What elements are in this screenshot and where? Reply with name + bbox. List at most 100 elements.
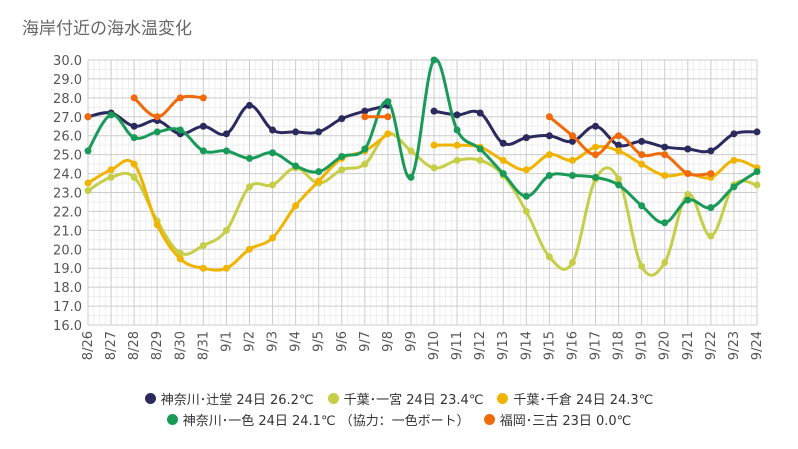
legend-row: 神奈川･一色 24日 24.1℃ （協力：一色ボート） 福岡･三古 23日 0.0… xyxy=(0,409,798,430)
data-point-series-3 xyxy=(292,202,300,210)
legend-item[interactable]: 千葉･一宮 24日 23.4℃ xyxy=(327,389,483,408)
data-point-series-5 xyxy=(684,170,692,178)
y-tick-label: 26.0 xyxy=(53,130,82,145)
data-point-series-1 xyxy=(338,115,346,123)
data-point-series-4 xyxy=(615,181,623,189)
data-point-series-1 xyxy=(315,128,323,136)
y-tick-label: 18.0 xyxy=(53,281,82,296)
data-point-series-5 xyxy=(361,113,369,121)
data-point-series-3 xyxy=(315,177,323,185)
data-point-series-4 xyxy=(568,171,576,179)
data-point-series-1 xyxy=(222,130,230,138)
data-point-series-3 xyxy=(453,141,461,149)
y-tick-label: 27.0 xyxy=(53,111,82,126)
data-point-series-5 xyxy=(707,170,715,178)
data-point-series-4 xyxy=(545,171,553,179)
x-tick-label: 9/4 xyxy=(289,331,304,352)
y-tick-label: 24.0 xyxy=(53,168,82,183)
data-point-series-1 xyxy=(292,128,300,136)
data-point-series-4 xyxy=(707,204,715,212)
data-point-series-4 xyxy=(292,162,300,170)
x-tick-label: 9/20 xyxy=(658,331,673,360)
data-point-series-2 xyxy=(753,181,761,189)
data-point-series-1 xyxy=(545,132,553,140)
data-point-series-2 xyxy=(684,190,692,198)
data-point-series-4 xyxy=(384,98,392,106)
data-point-series-2 xyxy=(130,173,138,181)
data-point-series-4 xyxy=(499,170,507,178)
x-tick-label: 9/7 xyxy=(358,331,373,352)
data-point-series-1 xyxy=(568,137,576,145)
data-point-series-4 xyxy=(315,168,323,176)
data-point-series-5 xyxy=(176,94,184,102)
data-point-series-3 xyxy=(176,255,184,263)
x-tick-label: 8/31 xyxy=(196,331,211,360)
y-tick-label: 21.0 xyxy=(53,224,82,239)
data-point-series-1 xyxy=(707,147,715,155)
data-point-series-3 xyxy=(199,264,207,272)
data-point-series-4 xyxy=(176,126,184,134)
x-tick-label: 8/27 xyxy=(104,331,119,360)
data-point-series-4 xyxy=(453,126,461,134)
data-point-series-3 xyxy=(730,156,738,164)
data-point-series-3 xyxy=(615,147,623,155)
legend-marker xyxy=(497,393,509,404)
legend-marker xyxy=(166,414,178,425)
data-point-series-4 xyxy=(661,219,669,227)
data-point-series-4 xyxy=(430,56,438,64)
y-tick-label: 23.0 xyxy=(53,187,82,202)
legend-label: 福岡･三古 23日 0.0℃ xyxy=(499,414,632,429)
data-point-series-1 xyxy=(661,143,669,151)
legend-item[interactable]: 福岡･三古 23日 0.0℃ xyxy=(483,410,632,429)
x-tick-label: 9/9 xyxy=(404,331,419,352)
x-tick-label: 9/21 xyxy=(681,331,696,360)
data-point-series-1 xyxy=(361,107,369,115)
x-tick-label: 9/22 xyxy=(704,331,719,360)
data-point-series-3 xyxy=(153,221,161,229)
data-point-series-2 xyxy=(176,249,184,257)
data-point-series-4 xyxy=(638,202,646,210)
y-tick-label: 28.0 xyxy=(53,92,82,107)
data-point-series-4 xyxy=(269,149,277,157)
data-point-series-2 xyxy=(361,160,369,168)
data-point-series-3 xyxy=(107,166,115,174)
data-point-series-3 xyxy=(430,141,438,149)
x-tick-label: 9/3 xyxy=(266,331,281,352)
data-point-series-3 xyxy=(522,166,530,174)
data-point-series-2 xyxy=(522,207,530,215)
legend-item[interactable]: 神奈川･一色 24日 24.1℃ （協力：一色ボート） xyxy=(166,410,470,429)
x-tick-label: 9/13 xyxy=(496,331,511,360)
x-tick-label: 9/16 xyxy=(565,331,580,360)
x-tick-label: 9/19 xyxy=(635,331,650,360)
x-tick-label: 9/12 xyxy=(473,331,488,360)
data-point-series-1 xyxy=(522,134,530,142)
data-point-series-4 xyxy=(199,147,207,155)
y-tick-label: 30.0 xyxy=(53,54,82,69)
data-point-series-4 xyxy=(476,145,484,153)
legend-marker xyxy=(483,414,495,425)
y-tick-label: 29.0 xyxy=(53,73,82,88)
x-tick-label: 9/6 xyxy=(335,331,350,352)
data-point-series-3 xyxy=(84,179,92,187)
data-point-series-1 xyxy=(615,141,623,149)
legend-item[interactable]: 神奈川･辻堂 24日 26.2℃ xyxy=(144,389,314,408)
data-point-series-1 xyxy=(269,126,277,134)
data-point-series-2 xyxy=(707,232,715,240)
data-point-series-4 xyxy=(245,154,253,162)
legend-label: 千葉･千倉 24日 24.3℃ xyxy=(513,393,654,408)
data-point-series-3 xyxy=(638,160,646,168)
data-point-series-1 xyxy=(130,122,138,130)
legend-marker xyxy=(327,393,339,404)
data-point-series-5 xyxy=(592,151,600,159)
x-tick-label: 9/18 xyxy=(612,331,627,360)
data-point-series-5 xyxy=(615,132,623,140)
data-point-series-1 xyxy=(453,111,461,119)
x-tick-label: 9/11 xyxy=(450,331,465,360)
data-point-series-3 xyxy=(269,234,277,242)
x-tick-label: 9/23 xyxy=(727,331,742,360)
data-point-series-4 xyxy=(84,147,92,155)
data-point-series-1 xyxy=(753,128,761,136)
legend-item[interactable]: 千葉･千倉 24日 24.3℃ xyxy=(497,389,653,408)
x-tick-label: 9/14 xyxy=(519,331,534,360)
data-point-series-2 xyxy=(453,156,461,164)
